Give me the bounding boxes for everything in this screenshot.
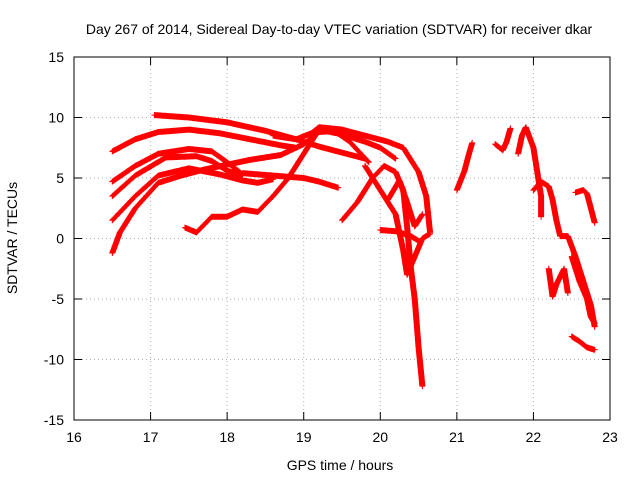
data-points [109, 153, 246, 200]
data-points [568, 333, 598, 353]
grid-layer [74, 57, 610, 420]
chart-title: Day 267 of 2014, Sidereal Day-to-day VTE… [86, 21, 593, 37]
data-series-track-4 [109, 153, 246, 200]
y-tick-label: 5 [56, 170, 64, 186]
points-layer [109, 112, 598, 390]
x-tick-label: 19 [296, 429, 312, 445]
data-points [453, 139, 476, 194]
x-axis-label: GPS time / hours [287, 457, 394, 473]
x-tick-label: 18 [219, 429, 235, 445]
data-series-track-9 [270, 124, 434, 236]
data-series-track-15 [515, 124, 545, 220]
data-points [239, 170, 342, 191]
data-points [182, 126, 399, 236]
data-points [270, 124, 434, 236]
x-tick-label: 23 [602, 429, 618, 445]
data-series-track-19 [568, 253, 598, 327]
data-series-track-7 [239, 170, 342, 191]
data-series-track-1 [109, 126, 300, 155]
data-points [384, 177, 426, 230]
data-series-track-21 [384, 177, 426, 230]
data-series-track-14 [492, 125, 514, 154]
y-tick-label: 10 [48, 110, 64, 126]
data-series-track-13 [453, 139, 476, 194]
data-points [572, 187, 598, 226]
y-tick-label: -15 [44, 412, 64, 428]
x-tick-label: 16 [66, 429, 82, 445]
data-points [109, 126, 300, 155]
x-tick-label: 17 [143, 429, 159, 445]
data-series-track-12 [377, 227, 422, 244]
y-tick-label: 15 [48, 49, 64, 65]
data-series-track-18 [545, 265, 571, 300]
data-points [568, 253, 598, 327]
x-tick-label: 22 [526, 429, 542, 445]
data-series-track-8 [182, 126, 399, 236]
y-tick-label: 0 [56, 231, 64, 247]
data-points [545, 265, 571, 300]
x-tick-label: 21 [449, 429, 465, 445]
tick-layer: 16 17 18 19 20 21 22 23 -15 -10 -5 0 5 10 15 [44, 49, 618, 445]
x-tick-label: 20 [372, 429, 388, 445]
y-tick-label: -10 [44, 352, 64, 368]
y-axis-label: SDTVAR / TECUs [4, 182, 20, 294]
data-series-track-17 [572, 187, 598, 226]
data-points [492, 125, 514, 154]
data-points [515, 124, 545, 220]
y-tick-label: -5 [52, 291, 65, 307]
data-series-track-20 [568, 333, 598, 353]
data-points [377, 227, 422, 244]
